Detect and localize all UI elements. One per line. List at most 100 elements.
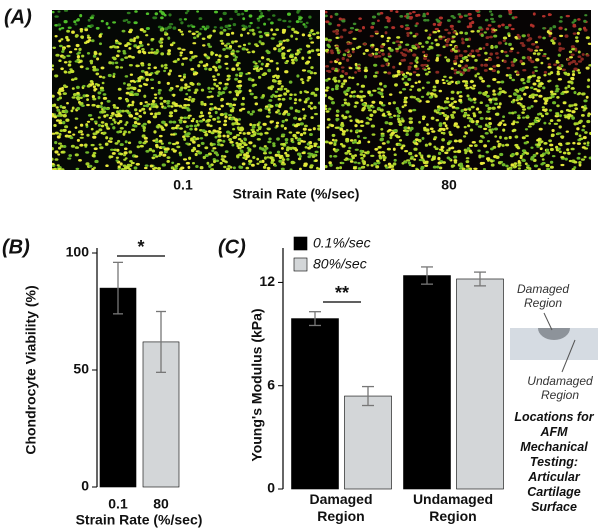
cell-dot: [544, 102, 548, 105]
cell-dot: [122, 30, 126, 33]
cell-dot: [542, 106, 545, 109]
cell-dot: [98, 124, 101, 127]
cell-dot: [201, 142, 205, 145]
cell-dot: [352, 48, 356, 51]
cell-dot: [310, 41, 314, 43]
cell-dot: [84, 144, 88, 147]
cell-dot: [427, 36, 431, 39]
cell-dot: [167, 82, 170, 85]
cell-dot: [257, 138, 261, 141]
cell-dot: [132, 80, 135, 82]
cell-dot: [526, 39, 530, 42]
cell-dot: [72, 87, 75, 90]
cell-dot: [199, 61, 203, 63]
cell-dot: [62, 56, 66, 59]
cell-dot: [486, 110, 490, 113]
cell-dot: [136, 163, 140, 166]
cell-dot: [473, 101, 476, 103]
cell-dot: [324, 105, 327, 108]
cell-dot: [542, 55, 546, 57]
cell-dot: [391, 168, 394, 170]
cell-dot: [530, 105, 533, 108]
cell-dot: [191, 25, 195, 27]
cell-dot: [470, 30, 474, 32]
cell-dot: [344, 98, 347, 101]
cell-dot: [400, 146, 403, 149]
cell-dot: [381, 88, 384, 91]
cell-dot: [129, 64, 133, 66]
cell-dot: [166, 160, 170, 163]
cell-dot: [85, 162, 89, 165]
cell-dot: [415, 82, 418, 84]
cell-dot: [155, 52, 158, 54]
cell-dot: [428, 71, 431, 73]
cell-dot: [543, 142, 547, 145]
cell-dot: [101, 66, 105, 69]
cell-dot: [77, 139, 80, 142]
cell-dot: [353, 167, 357, 170]
cell-dot: [56, 119, 60, 122]
cell-dot: [517, 97, 520, 100]
cell-dot: [50, 147, 54, 150]
cell-dot: [486, 36, 490, 38]
cell-dot: [361, 85, 365, 88]
cell-dot: [200, 166, 204, 169]
cell-dot: [206, 25, 210, 28]
cell-dot: [148, 52, 151, 54]
cell-dot: [572, 70, 575, 73]
cell-dot: [282, 98, 286, 101]
cell-dot: [252, 156, 255, 159]
cell-dot: [247, 32, 250, 34]
cell-dot: [126, 42, 130, 45]
cell-dot: [263, 152, 267, 154]
cell-dot: [294, 98, 297, 101]
cell-dot: [550, 161, 553, 164]
cell-dot: [527, 106, 531, 109]
cell-dot: [503, 123, 507, 126]
cell-dot: [90, 118, 94, 120]
cell-dot: [509, 50, 513, 52]
cell-dot: [285, 138, 289, 141]
cell-dot: [335, 32, 339, 34]
cell-dot: [508, 95, 512, 97]
cell-dot: [569, 56, 573, 58]
cell-dot: [180, 117, 184, 120]
cell-dot: [502, 115, 505, 118]
cell-dot: [295, 38, 298, 40]
cell-dot: [66, 45, 70, 47]
cell-dot: [462, 71, 465, 74]
cell-dot: [492, 93, 496, 96]
cell-dot: [576, 127, 579, 130]
cell-dot: [143, 30, 147, 33]
cell-dot: [396, 114, 400, 117]
cell-dot: [439, 122, 443, 125]
cell-dot: [578, 153, 581, 155]
cell-dot: [187, 9, 190, 12]
cell-dot: [546, 168, 550, 170]
cell-dot: [335, 30, 339, 33]
cell-dot: [474, 59, 478, 62]
cell-dot: [258, 60, 261, 62]
cell-dot: [517, 117, 521, 120]
cell-dot: [61, 151, 64, 154]
cell-dot: [68, 63, 72, 66]
cell-dot: [72, 96, 76, 98]
cell-dot: [464, 15, 468, 17]
cell-dot: [577, 142, 581, 145]
cell-dot: [343, 79, 347, 82]
cell-dot: [358, 46, 362, 48]
cell-dot: [103, 97, 107, 100]
cell-dot: [102, 133, 105, 135]
cell-dot: [183, 138, 186, 141]
cell-dot: [310, 29, 313, 32]
cell-dot: [514, 36, 517, 39]
cell-dot: [180, 78, 184, 81]
cell-dot: [584, 14, 587, 16]
cell-dot: [307, 79, 310, 81]
cell-dot: [452, 35, 456, 37]
cell-dot: [132, 87, 136, 90]
cell-dot: [265, 34, 269, 37]
cell-dot: [166, 147, 170, 150]
cell-dot: [223, 166, 226, 168]
cell-dot: [436, 57, 439, 60]
